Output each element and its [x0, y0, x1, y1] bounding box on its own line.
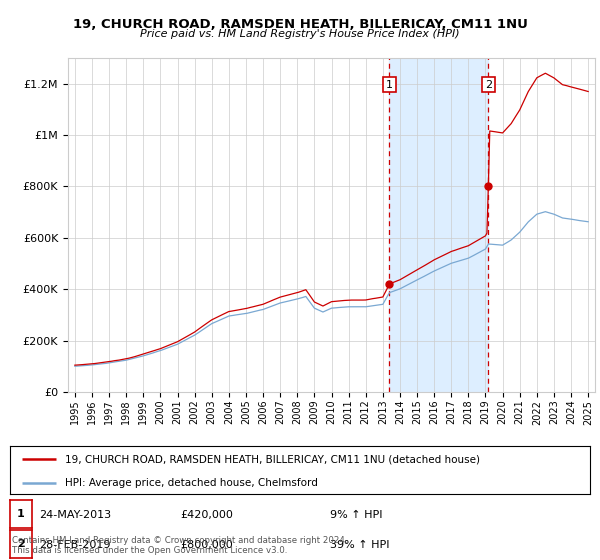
Bar [389, 58, 488, 392]
Text: 2: 2 [17, 539, 25, 549]
Text: Price paid vs. HM Land Registry's House Price Index (HPI): Price paid vs. HM Land Registry's House … [140, 29, 460, 39]
Text: Contains HM Land Registry data © Crown copyright and database right 2024.
This d: Contains HM Land Registry data © Crown c… [12, 535, 347, 555]
Text: 19, CHURCH ROAD, RAMSDEN HEATH, BILLERICAY, CM11 1NU: 19, CHURCH ROAD, RAMSDEN HEATH, BILLERIC… [73, 18, 527, 31]
Text: 24-MAY-2013: 24-MAY-2013 [39, 510, 111, 520]
Text: 19, CHURCH ROAD, RAMSDEN HEATH, BILLERICAY, CM11 1NU (detached house): 19, CHURCH ROAD, RAMSDEN HEATH, BILLERIC… [65, 455, 480, 464]
Text: HPI: Average price, detached house, Chelmsford: HPI: Average price, detached house, Chel… [65, 478, 318, 488]
Text: 1: 1 [386, 80, 393, 90]
Text: 28-FEB-2019: 28-FEB-2019 [39, 540, 110, 550]
Text: 9% ↑ HPI: 9% ↑ HPI [330, 510, 383, 520]
Text: 2: 2 [485, 80, 492, 90]
Text: £800,000: £800,000 [180, 540, 233, 550]
Text: 39% ↑ HPI: 39% ↑ HPI [330, 540, 389, 550]
Text: 1: 1 [17, 509, 25, 519]
Text: £420,000: £420,000 [180, 510, 233, 520]
